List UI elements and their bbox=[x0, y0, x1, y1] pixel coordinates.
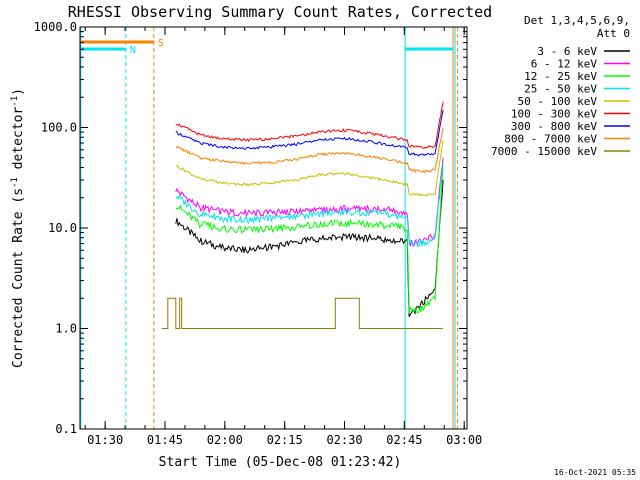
series-line bbox=[175, 162, 444, 248]
legend-entry-label: 300 - 800 keV bbox=[511, 120, 597, 133]
flag-label: S bbox=[158, 38, 164, 49]
observing-flags: NS bbox=[80, 38, 454, 56]
x-tick-label: 03:00 bbox=[446, 433, 482, 447]
y-axis-label-main: Corrected Count Rate (s bbox=[11, 188, 26, 368]
legend-entry-label: 25 - 50 keV bbox=[524, 83, 597, 96]
legend-entry-label: 12 - 25 keV bbox=[524, 70, 597, 83]
y-axis-label-mid: detector bbox=[11, 107, 26, 178]
series-line bbox=[175, 140, 444, 197]
legend-entry-label: 100 - 300 keV bbox=[511, 108, 597, 121]
series-line bbox=[175, 157, 444, 248]
legend-header-line2: Att 0 bbox=[597, 27, 630, 40]
axes: 0.1 1.0 10.0 100.0 1000.0 01:30 01:45 02:00 02:1… bbox=[34, 20, 483, 447]
series-line bbox=[175, 167, 444, 314]
y-axis-label: Corrected Count Rate (s-1 detector-1) bbox=[10, 88, 26, 368]
legend-header-line1: Det 1,3,4,5,6,9, bbox=[524, 14, 630, 27]
y-tick-label: 1.0 bbox=[55, 322, 77, 336]
legend-entry-label: 50 - 100 keV bbox=[518, 95, 598, 108]
legend-entry-label: 6 - 12 keV bbox=[531, 58, 598, 71]
y-axis-label-sup1: -1 bbox=[10, 177, 20, 188]
y-tick-label: 1000.0 bbox=[34, 20, 77, 34]
legend-entry-label: 3 - 6 keV bbox=[537, 45, 597, 58]
legend-entry-label: 800 - 7000 keV bbox=[504, 133, 597, 146]
x-tick-label: 02:00 bbox=[207, 433, 243, 447]
series-lines bbox=[161, 101, 444, 329]
footer-timestamp: 16-Oct-2021 05:35 bbox=[554, 468, 636, 477]
x-tick-label: 01:30 bbox=[87, 433, 123, 447]
x-tick-label: 01:45 bbox=[147, 433, 183, 447]
series-line bbox=[161, 297, 444, 329]
y-axis-label-sup2: -1 bbox=[10, 96, 20, 107]
y-axis-label-end: ) bbox=[11, 88, 26, 96]
x-tick-label: 02:15 bbox=[267, 433, 303, 447]
y-tick-label: 100.0 bbox=[41, 121, 77, 135]
chart-title: RHESSI Observing Summary Count Rates, Co… bbox=[68, 3, 492, 21]
plot-frame bbox=[79, 26, 468, 430]
time-markers bbox=[80, 27, 458, 429]
series-line bbox=[175, 179, 444, 318]
flag-label: N bbox=[130, 45, 136, 56]
x-tick-label: 02:30 bbox=[326, 433, 362, 447]
x-tick-label: 02:45 bbox=[386, 433, 422, 447]
series-line bbox=[175, 127, 444, 174]
series-line bbox=[175, 101, 444, 149]
x-axis-label: Start Time (05-Dec-08 01:23:42) bbox=[159, 455, 402, 470]
y-tick-label: 10.0 bbox=[48, 221, 77, 235]
legend-entry-label: 7000 - 15000 keV bbox=[491, 145, 597, 158]
y-tick-label: 0.1 bbox=[55, 422, 77, 436]
series-line bbox=[175, 109, 444, 157]
